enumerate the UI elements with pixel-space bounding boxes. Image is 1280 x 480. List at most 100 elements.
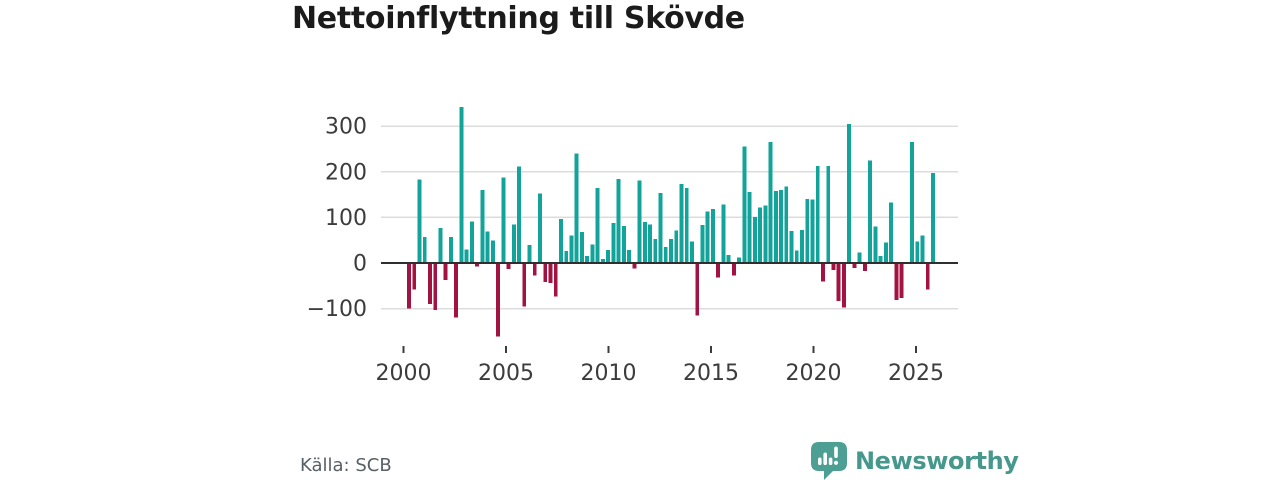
bar xyxy=(883,242,888,263)
bar xyxy=(726,254,731,263)
bar xyxy=(862,263,867,271)
bar xyxy=(585,256,590,263)
icon-exclamation-dot xyxy=(833,460,839,465)
bar xyxy=(506,263,511,269)
bar xyxy=(815,165,820,263)
bar xyxy=(485,231,490,263)
bar xyxy=(611,222,616,263)
bar xyxy=(805,199,810,263)
bar xyxy=(632,263,637,269)
bar xyxy=(637,180,642,263)
icon-exclamation-bar xyxy=(834,446,838,458)
bar xyxy=(417,179,422,263)
bar xyxy=(737,257,742,263)
bar xyxy=(579,231,584,263)
bar xyxy=(716,263,721,278)
bar xyxy=(595,187,600,263)
bar xyxy=(433,263,438,310)
bar xyxy=(831,263,836,270)
bar xyxy=(511,224,516,263)
icon-bar-1 xyxy=(818,457,822,465)
bar xyxy=(836,263,841,301)
bar xyxy=(763,205,768,263)
bar xyxy=(773,190,778,263)
bar xyxy=(480,190,485,263)
bar xyxy=(925,263,930,290)
icon-bar-2 xyxy=(823,452,827,465)
newsworthy-logo[interactable]: Newsworthy xyxy=(811,442,1019,480)
bar xyxy=(553,263,558,297)
bar xyxy=(821,263,825,282)
bar xyxy=(679,184,684,263)
bar xyxy=(569,235,574,263)
bar xyxy=(690,241,694,263)
bar xyxy=(841,263,846,308)
bar xyxy=(852,263,857,269)
bar xyxy=(669,238,673,263)
bar xyxy=(606,250,611,263)
bar xyxy=(920,235,925,263)
bar xyxy=(600,258,605,263)
bar xyxy=(857,252,862,263)
bar xyxy=(559,219,563,263)
bar xyxy=(642,221,647,263)
y-tick-label: 100 xyxy=(325,206,367,231)
bar xyxy=(800,230,804,263)
bar xyxy=(810,199,815,263)
bar xyxy=(931,173,935,263)
bar xyxy=(422,237,427,263)
bar xyxy=(826,165,831,263)
x-tick-label: 2015 xyxy=(683,361,739,386)
bar xyxy=(695,263,700,316)
bar xyxy=(663,247,668,263)
y-tick-label: 300 xyxy=(325,115,367,140)
bar xyxy=(543,263,548,283)
bar xyxy=(496,263,501,337)
bar xyxy=(710,209,715,263)
bar xyxy=(448,237,453,263)
x-tick-label: 2025 xyxy=(888,361,944,386)
y-tick-label: 200 xyxy=(325,160,367,185)
page-title: Nettoinflyttning till Skövde xyxy=(292,1,745,36)
x-tick-label: 2010 xyxy=(581,361,637,386)
bar xyxy=(459,107,464,263)
bar xyxy=(768,142,773,263)
x-tick-label: 2020 xyxy=(786,361,842,386)
bar xyxy=(475,263,480,267)
bar xyxy=(910,142,914,263)
bar xyxy=(443,263,448,280)
bar xyxy=(532,263,537,276)
bar xyxy=(517,166,521,263)
bar xyxy=(538,193,542,263)
bar xyxy=(705,211,710,263)
bar xyxy=(621,226,626,263)
bar xyxy=(438,227,443,263)
bar xyxy=(490,240,495,263)
bar xyxy=(469,221,474,263)
bar xyxy=(616,179,621,263)
bar xyxy=(700,225,705,263)
x-tick-label: 2005 xyxy=(478,361,534,386)
bar xyxy=(574,153,579,263)
bar xyxy=(527,245,532,263)
bar xyxy=(684,188,689,263)
bar xyxy=(454,263,459,318)
bar xyxy=(784,186,789,263)
bar xyxy=(648,224,652,263)
bar xyxy=(894,263,899,300)
bar xyxy=(789,231,794,263)
newsworthy-wordmark: Newsworthy xyxy=(855,447,1019,475)
bar xyxy=(627,250,632,263)
bar xyxy=(868,160,873,263)
bar xyxy=(915,241,920,263)
bar xyxy=(653,238,658,263)
bar xyxy=(731,263,736,276)
bar xyxy=(742,146,747,263)
y-tick-label: 0 xyxy=(353,252,367,277)
source-label: Källa: SCB xyxy=(300,455,392,476)
bar xyxy=(590,244,595,263)
bar xyxy=(412,263,417,290)
bar xyxy=(548,263,553,284)
